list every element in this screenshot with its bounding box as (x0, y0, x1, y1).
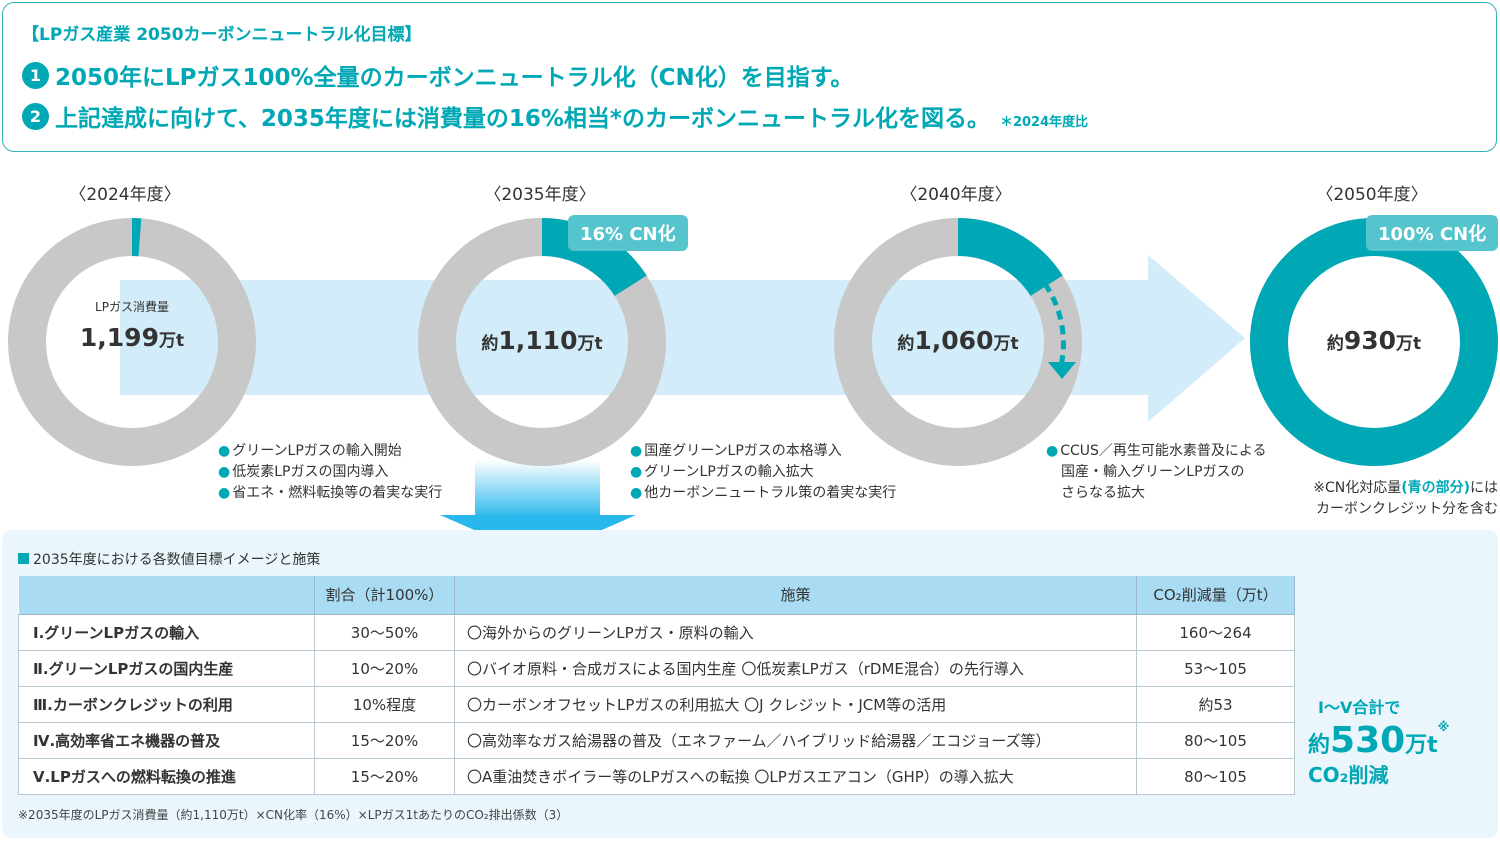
footnote: ※2035年度のLPガス消費量（約1,110万t）×CN化率（16%）×LPガス… (18, 808, 569, 822)
table-row: Ⅱ.グリーンLPガスの国内生産 10～20% 〇バイオ原料・合成ガスによる国内生… (18, 649, 1295, 687)
unit-2035: 万t (577, 334, 603, 354)
year-2035: 〈2035年度〉 (484, 185, 596, 205)
measures-table: 割合（計100%） 施策 CO₂削減量（万t） Ⅰ.グリーンLPガスの輸入 30… (18, 576, 1295, 795)
row-co2: 53～105 (1136, 649, 1295, 687)
list-item: ● CCUS／再生可能水素普及による (1046, 443, 1267, 459)
header-name (18, 576, 315, 615)
value-2040: 1,060 (914, 326, 994, 355)
value-2024: 1,199 (79, 323, 159, 352)
donut-2040 (834, 218, 1082, 466)
table-row: Ⅳ.高効率省エネ機器の普及 15～20% 〇高効率なガス給湯器の普及（エネファー… (18, 721, 1295, 759)
donut-2040-cn-share (958, 218, 1063, 296)
donut-2024-cn-share (132, 218, 142, 257)
measures-2035: ● 国産グリーンLPガスの本格導入 ● グリーンLPガスの輸入拡大 ● 他カーボンニュ… (630, 441, 896, 504)
goal-2-note: ＊2024年度比 (999, 114, 1089, 130)
row-co2: 80～105 (1136, 721, 1295, 759)
value-2035: 1,110 (498, 326, 578, 355)
band-arrow-head (1148, 255, 1245, 422)
total-suffix: CO₂削減 (1308, 763, 1389, 787)
measures-2024: ● グリーンLPガスの輸入開始 ● 低炭素LPガスの国内導入 ● 省エネ・燃料転換等の… (218, 441, 442, 504)
total-label: Ⅰ～Ⅴ合計で (1318, 698, 1401, 717)
row-policy: 〇海外からのグリーンLPガス・原料の輸入 (454, 613, 1137, 651)
table-row: Ⅲ.カーボンクレジットの利用 10%程度 〇カーボンオフセットLPガスの利用拡大… (18, 685, 1295, 723)
list-item: ● グリーンLPガスの輸入開始 (218, 443, 402, 459)
row-ratio: 10%程度 (314, 685, 455, 723)
row-co2: 約53 (1136, 685, 1295, 723)
growth-arrow-head (1048, 362, 1076, 379)
square-bullet-icon (18, 553, 29, 564)
total-reduction: Ⅰ～Ⅴ合計で 約530万t※ CO₂削減 (1308, 694, 1488, 788)
donut-2050-cn-share (1249, 218, 1498, 466)
table-row: Ⅴ.LPガスへの燃料転換の推進 15～20% 〇A重油焚きボイラー等のLPガスへ… (18, 757, 1295, 795)
list-item-continued: さらなる拡大 (1061, 485, 1145, 501)
row-policy: 〇バイオ原料・合成ガスによる国内生産 〇低炭素LPガス（rDME混合）の先行導入 (454, 649, 1137, 687)
row-ratio: 15～20% (314, 757, 455, 795)
list-item: ● 省エネ・燃料転換等の着実な実行 (218, 485, 443, 501)
row-name: Ⅰ.グリーンLPガスの輸入 (18, 613, 315, 651)
row-co2: 160～264 (1136, 613, 1295, 651)
row-ratio: 10～20% (314, 649, 455, 687)
goal-1-number: 1 (22, 61, 49, 89)
header-ratio: 割合（計100%） (314, 576, 455, 615)
down-arrow-body (475, 460, 600, 518)
row-name: Ⅴ.LPガスへの燃料転換の推進 (18, 757, 315, 795)
year-2050: 〈2050年度〉 (1316, 185, 1428, 205)
year-2024: 〈2024年度〉 (69, 185, 181, 205)
row-policy: 〇A重油焚きボイラー等のLPガスへの転換 〇LPガスエアコン（GHP）の導入拡大 (454, 757, 1137, 795)
table-row: Ⅰ.グリーンLPガスの輸入 30～50% 〇海外からのグリーンLPガス・原料の輸… (18, 613, 1295, 651)
growth-dashed-arrow (1042, 282, 1066, 367)
row-name: Ⅳ.高効率省エネ機器の普及 (18, 721, 315, 759)
approx-2050: 約 (1326, 334, 1344, 354)
list-item: ● 国産グリーンLPガスの本格導入 (630, 443, 842, 459)
donut-2040-center: 約1,060万t (878, 326, 1038, 355)
list-item: ● グリーンLPガスの輸入拡大 (630, 464, 814, 480)
goal-header-box (2, 2, 1497, 152)
donut-2050-center: 約930万t (1294, 326, 1454, 355)
cn-badge-2050: 100% CN化 (1366, 215, 1499, 251)
total-value: 約530万t※ (1308, 720, 1450, 761)
row-name: Ⅱ.グリーンLPガスの国内生産 (18, 649, 315, 687)
table-header-row: 割合（計100%） 施策 CO₂削減量（万t） (18, 576, 1295, 615)
row-policy: 〇高効率なガス給湯器の普及（エネファーム／ハイブリッド給湯器／エコジョーズ等） (454, 721, 1137, 759)
row-ratio: 30～50% (314, 613, 455, 651)
unit-2040: 万t (993, 334, 1019, 354)
year-2040: 〈2040年度〉 (900, 185, 1012, 205)
list-item: ● 他カーボンニュートラル策の着実な実行 (630, 485, 897, 501)
header-policy: 施策 (454, 576, 1137, 615)
donut-2024 (8, 218, 256, 466)
list-item: ● 低炭素LPガスの国内導入 (218, 464, 389, 480)
goal-2-text: 上記達成に向けて、2035年度には消費量の16%相当*のカーボンニュートラル化を… (55, 106, 990, 132)
header-co2: CO₂削減量（万t） (1136, 576, 1295, 615)
cn-badge-2035: 16% CN化 (568, 215, 688, 251)
donut-2035-center: 約1,110万t (462, 326, 622, 355)
value-2050: 930 (1343, 326, 1397, 355)
row-co2: 80～105 (1136, 757, 1295, 795)
consumption-label: LPガス消費量 (95, 300, 169, 314)
table-heading: 2035年度における各数値目標イメージと施策 (18, 549, 320, 569)
unit-2050: 万t (1396, 334, 1422, 354)
unit-2024: 万t (158, 331, 185, 351)
goal-1: 1 2050年にLPガス100%全量のカーボンニュートラル化（CN化）を目指す。 (22, 58, 853, 92)
row-name: Ⅲ.カーボンクレジットの利用 (18, 685, 315, 723)
row-ratio: 15～20% (314, 721, 455, 759)
note-2050: ※CN化対応量(青の部分)には カーボンクレジット分を含む (1313, 480, 1498, 517)
donut-2024-center: LPガス消費量 1,199万t (52, 298, 212, 352)
list-item-continued: 国産・輸入グリーンLPガスの (1061, 464, 1245, 480)
goal-2-number: 2 (22, 102, 49, 130)
approx-2035: 約 (481, 334, 499, 354)
approx-2040: 約 (897, 334, 915, 354)
goal-1-text: 2050年にLPガス100%全量のカーボンニュートラル化（CN化）を目指す。 (55, 65, 854, 91)
goal-2: 2 上記達成に向けて、2035年度には消費量の16%相当*のカーボンニュートラル… (22, 99, 1088, 133)
header-title: 【LPガス産業 2050カーボンニュートラル化目標】 (22, 25, 422, 45)
measures-2040: ● CCUS／再生可能水素普及による 国産・輸入グリーンLPガスの さらなる拡大 (1046, 441, 1266, 504)
row-policy: 〇カーボンオフセットLPガスの利用拡大 〇J クレジット・JCM等の活用 (454, 685, 1137, 723)
